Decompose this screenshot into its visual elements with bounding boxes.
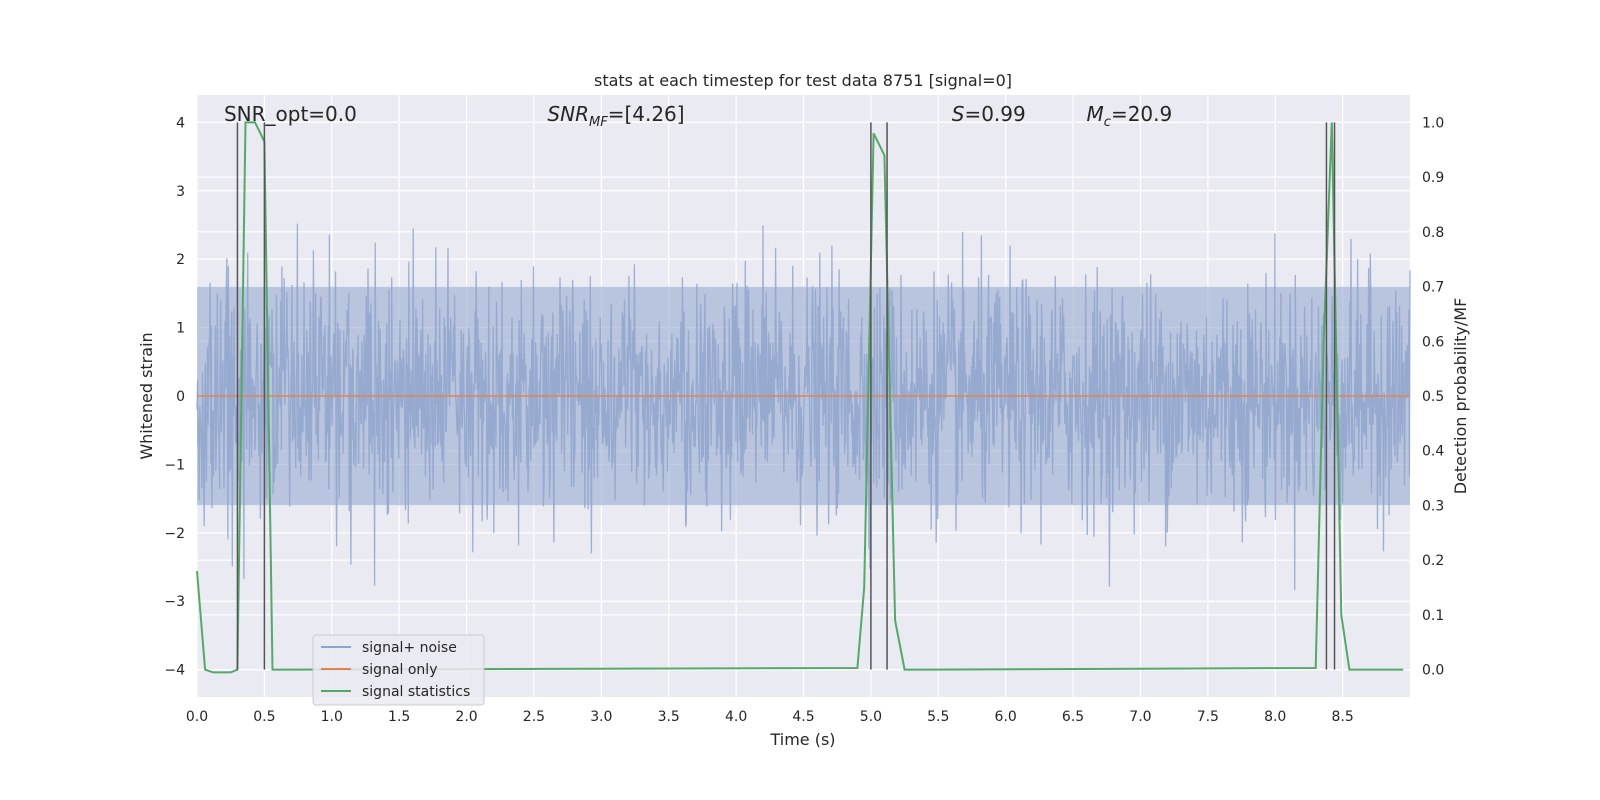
x-tick-label: 2.5 bbox=[523, 709, 545, 725]
y2-tick-label: 0.4 bbox=[1422, 444, 1444, 460]
chart-title: stats at each timestep for test data 875… bbox=[594, 71, 1012, 90]
y2-tick-label: 0.8 bbox=[1422, 225, 1444, 241]
x-tick-labels: 0.0 0.5 1.0 1.5 2.0 2.5 3.0 3.5 4.0 4.5 5.0 5.5 6.0 6… bbox=[186, 709, 1354, 725]
annotation-0: SNR_opt=0.0 bbox=[224, 102, 357, 126]
x-tick-label: 1.0 bbox=[321, 709, 343, 725]
y2-axis-label: Detection probability/MF bbox=[1451, 298, 1470, 495]
x-tick-label: 6.5 bbox=[1062, 709, 1084, 725]
annotations: SNR_opt=0.0 SNRMF=[4.26] S=0.99 Mc=20.9 bbox=[224, 102, 1172, 130]
y2-tick-label: 0.6 bbox=[1422, 334, 1444, 350]
x-tick-label: 8.0 bbox=[1264, 709, 1286, 725]
x-tick-label: 4.5 bbox=[792, 709, 814, 725]
noise-line bbox=[196, 223, 1411, 591]
y-tick-label: 1 bbox=[176, 321, 185, 337]
annotation-3: Mc=20.9 bbox=[1087, 102, 1173, 130]
x-tick-label: 5.0 bbox=[860, 709, 882, 725]
y2-tick-label: 0.0 bbox=[1422, 663, 1444, 679]
y-tick-label: −2 bbox=[164, 526, 185, 542]
y2-tick-labels: 0.0 0.1 0.2 0.3 0.4 0.5 0.6 0.7 0.8 0.9 1.0 bbox=[1422, 115, 1444, 678]
x-tick-label: 7.0 bbox=[1129, 709, 1151, 725]
x-tick-label: 8.5 bbox=[1331, 709, 1353, 725]
x-tick-label: 2.0 bbox=[455, 709, 477, 725]
x-tick-label: 6.0 bbox=[995, 709, 1017, 725]
y2-tick-label: 0.9 bbox=[1422, 170, 1444, 186]
y-axis-label: Whitened strain bbox=[137, 332, 156, 459]
x-axis-label: Time (s) bbox=[769, 730, 835, 749]
legend-label-signal-plus-noise: signal+ noise bbox=[362, 640, 457, 656]
annotation-2: S=0.99 bbox=[952, 102, 1026, 126]
x-tick-label: 5.5 bbox=[927, 709, 949, 725]
x-tick-label: 7.5 bbox=[1197, 709, 1219, 725]
y-tick-label: 0 bbox=[176, 389, 185, 405]
y-tick-label: 2 bbox=[176, 252, 185, 268]
y-tick-label: 3 bbox=[176, 184, 185, 200]
legend: signal+ noise signal only signal statist… bbox=[312, 634, 485, 706]
vertical-markers bbox=[236, 122, 1336, 670]
annotation-1: SNRMF=[4.26] bbox=[547, 102, 684, 130]
legend-label-signal-only: signal only bbox=[362, 662, 437, 678]
y-tick-label: −3 bbox=[164, 594, 185, 610]
y2-tick-label: 0.3 bbox=[1422, 498, 1444, 514]
y-tick-labels: −4 −3 −2 −1 0 1 2 3 4 bbox=[164, 115, 185, 678]
x-tick-label: 0.0 bbox=[186, 709, 208, 725]
x-tick-label: 1.5 bbox=[388, 709, 410, 725]
x-tick-label: 3.5 bbox=[658, 709, 680, 725]
y2-tick-label: 0.5 bbox=[1422, 389, 1444, 405]
y-tick-label: −1 bbox=[164, 457, 185, 473]
x-tick-label: 3.0 bbox=[590, 709, 612, 725]
y-tick-label: 4 bbox=[176, 115, 185, 131]
y2-tick-label: 0.2 bbox=[1422, 553, 1444, 569]
y2-tick-label: 0.7 bbox=[1422, 280, 1444, 296]
y2-tick-label: 1.0 bbox=[1422, 115, 1444, 131]
y-tick-label: −4 bbox=[164, 663, 185, 679]
y2-tick-label: 0.1 bbox=[1422, 608, 1444, 624]
legend-box bbox=[312, 634, 485, 706]
legend-label-signal-statistics: signal statistics bbox=[362, 684, 470, 700]
x-tick-label: 0.5 bbox=[253, 709, 275, 725]
x-tick-label: 4.0 bbox=[725, 709, 747, 725]
